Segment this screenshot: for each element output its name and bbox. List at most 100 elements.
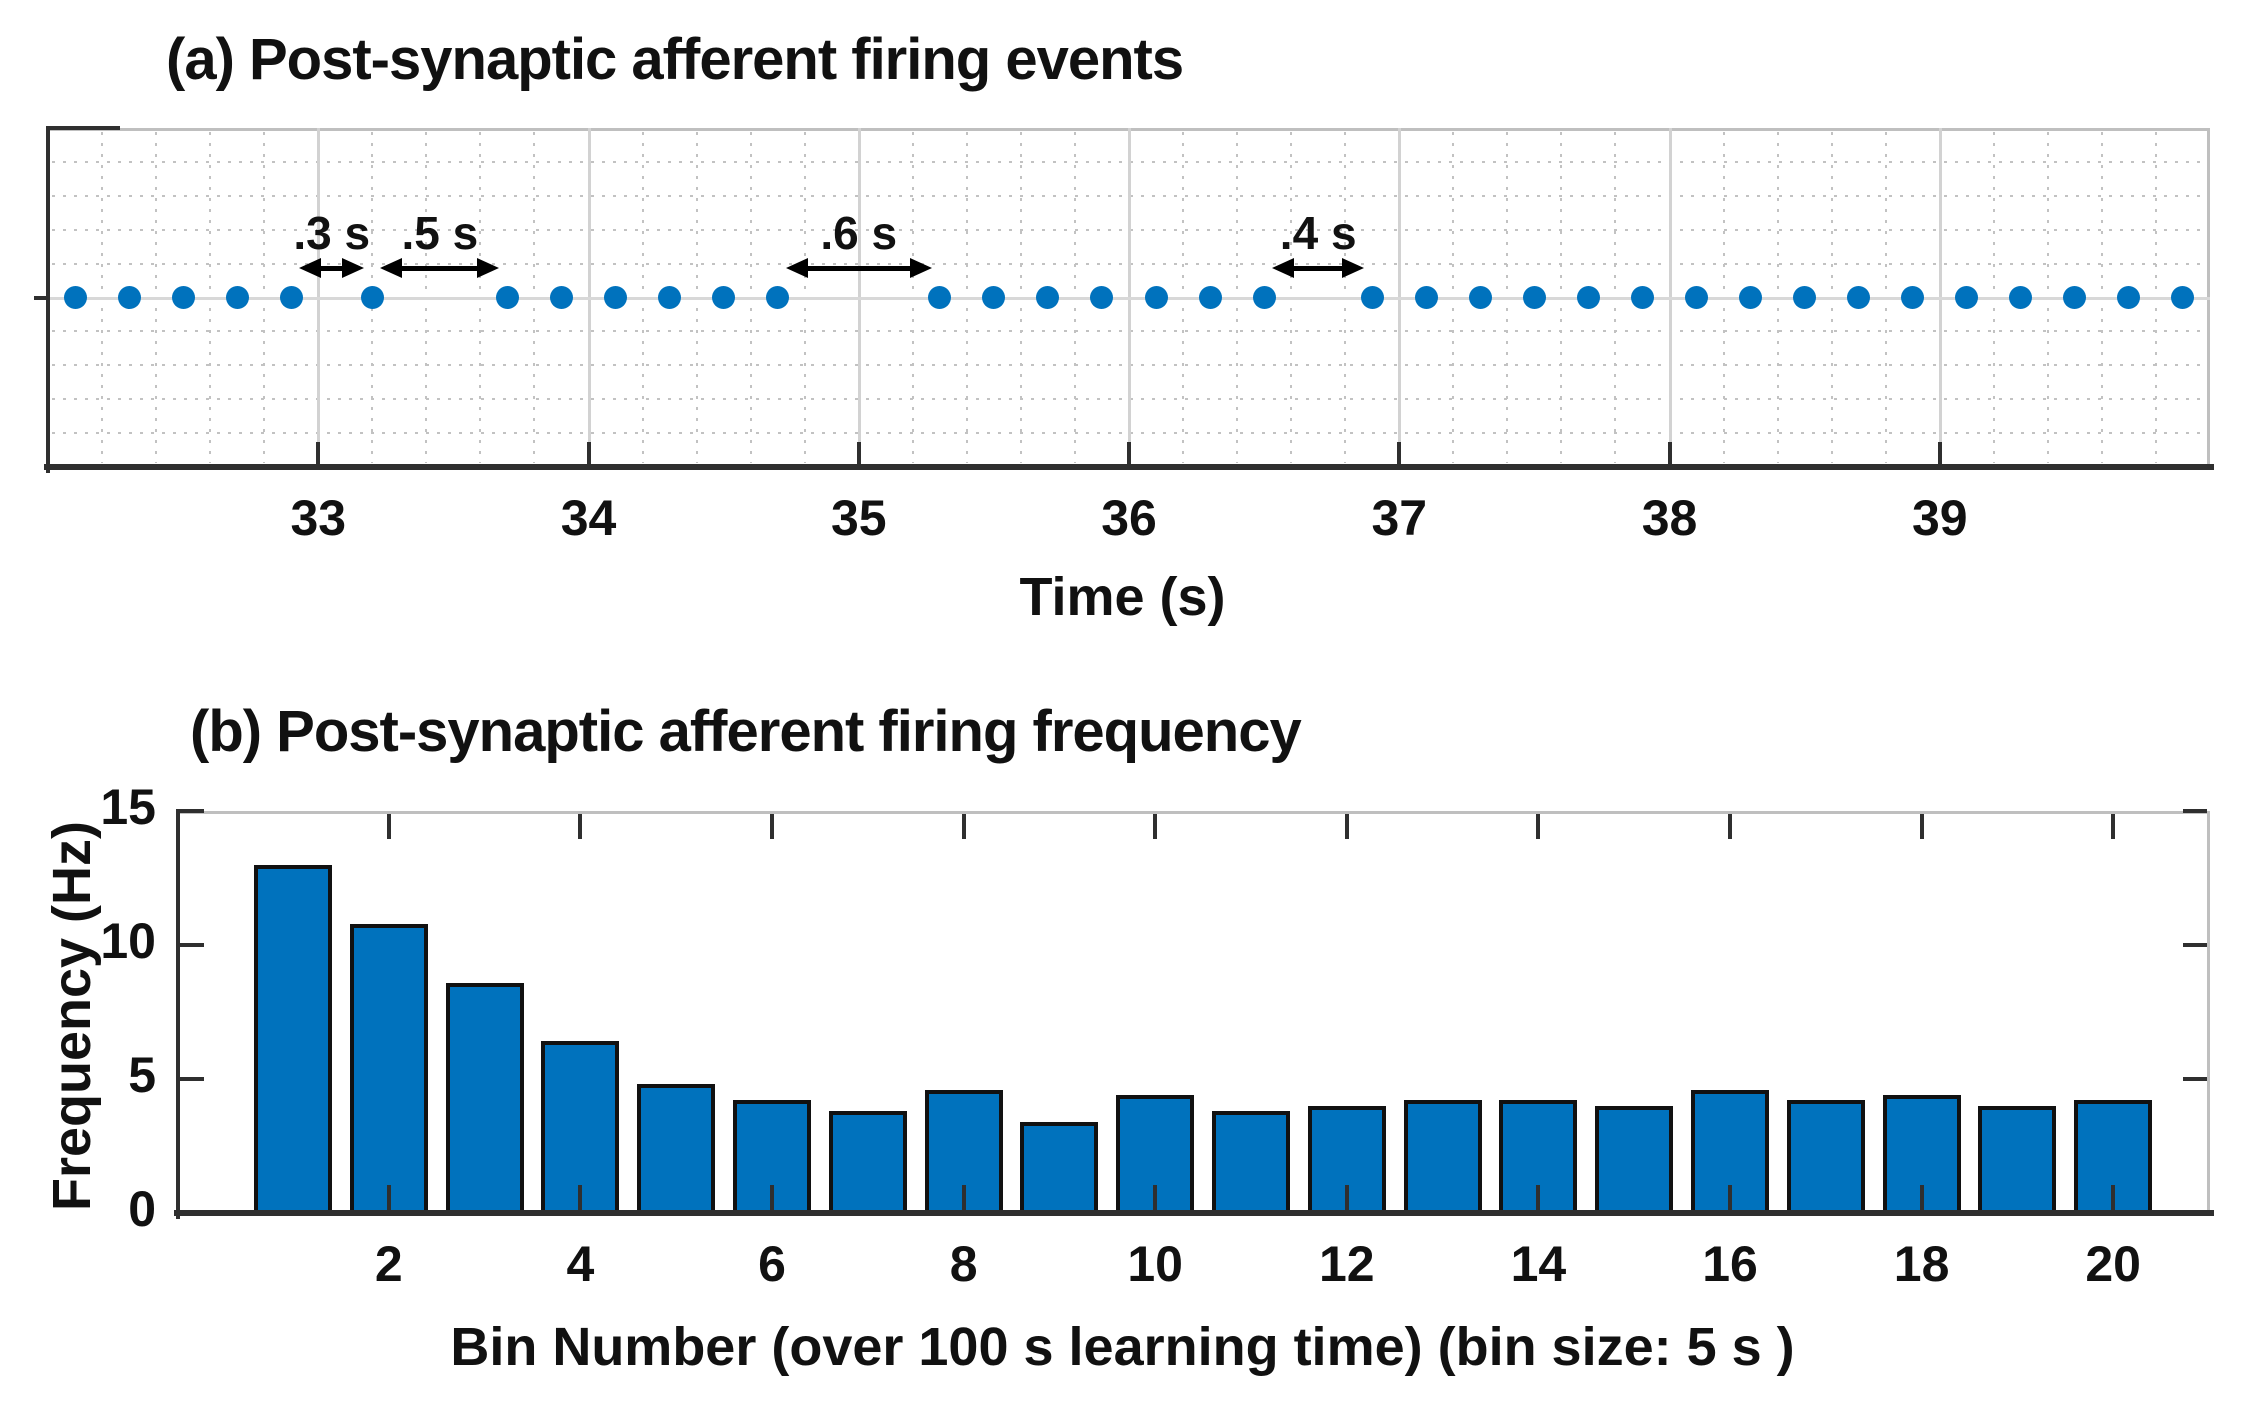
spike-dot <box>2117 286 2141 309</box>
spike-dot <box>1685 286 1709 309</box>
spike-dot <box>1360 286 1384 309</box>
annotation-arrow-line <box>1286 266 1351 271</box>
panel-a-x-tick-label: 34 <box>560 490 617 546</box>
panel-b-x-tick-bottom <box>1153 1185 1158 1210</box>
panel-b-y-tick-label: 5 <box>128 1047 156 1103</box>
panel-b-x-tick-top <box>961 814 966 839</box>
panel-b-x-tick-bottom <box>578 1185 583 1210</box>
annotation-arrowhead-right <box>477 258 500 278</box>
panel-b-title: (b) Post-synaptic afferent firing freque… <box>190 699 1302 764</box>
spike-dot <box>1955 286 1979 309</box>
spike-dot <box>604 286 628 309</box>
panel-b-x-tick-label: 10 <box>1127 1236 1183 1292</box>
spike-dot <box>1468 286 1492 309</box>
spike-dot <box>1630 286 1654 309</box>
panel-b-y-tick-right <box>2183 943 2207 947</box>
panel-a-x-tick-label: 39 <box>1911 490 1968 546</box>
annotation-arrow-line <box>394 266 486 271</box>
spike-dot <box>1793 286 1817 309</box>
bar <box>349 923 428 1213</box>
spike-dot <box>1414 286 1438 309</box>
panel-b-x-tick-bottom <box>770 1185 774 1210</box>
bar <box>254 864 332 1213</box>
annotation-arrow-line <box>799 266 918 271</box>
panel-b-x-tick-label: 4 <box>566 1236 595 1292</box>
annotation-arrowhead-left <box>299 258 322 278</box>
panel-b-y-tick-label: 15 <box>100 779 156 835</box>
panel-b-y-tick-left <box>180 943 204 947</box>
panel-b-x-tick-bottom <box>1919 1185 1924 1210</box>
bar <box>445 982 524 1213</box>
bar <box>1978 1105 2057 1213</box>
panel-b-x-tick-top <box>1728 814 1732 839</box>
panel-b-bottom-axis <box>174 1210 2214 1216</box>
panel-a-row-tick <box>34 295 48 300</box>
panel-a-x-tick <box>316 442 321 464</box>
bar <box>828 1111 907 1213</box>
panel-b-x-tick-label: 18 <box>1893 1236 1950 1292</box>
bar <box>1786 1100 1865 1213</box>
panel-a-x-tick-label: 38 <box>1641 490 1698 546</box>
panel-b-x-tick-top <box>770 814 774 839</box>
spike-dot <box>1739 286 1763 309</box>
panel-b-box <box>178 811 2210 1213</box>
panel-b-x-tick-bottom <box>961 1185 966 1210</box>
panel-b-x-tick-top <box>386 814 391 839</box>
spike-dot <box>658 286 682 309</box>
panel-b-x-tick-bottom <box>2111 1185 2116 1210</box>
spike-dot <box>495 286 519 309</box>
panel-b-x-tick-bottom <box>1536 1185 1541 1210</box>
spike-dot <box>766 286 790 309</box>
panel-b-x-tick-bottom <box>1344 1185 1349 1210</box>
spike-dot <box>928 286 952 309</box>
panel-a-x-tick <box>1397 442 1402 464</box>
annotation-arrowhead-right <box>909 258 932 278</box>
panel-a-bottom-axis <box>44 464 2214 470</box>
panel-b-x-tick-label: 2 <box>374 1236 403 1292</box>
spike-dot <box>712 286 736 309</box>
bar <box>637 1084 716 1213</box>
panel-b-x-tick-label: 6 <box>758 1236 786 1292</box>
panel-b-x-tick-label: 20 <box>2085 1236 2141 1292</box>
panel-a-top-left-tick <box>46 126 120 130</box>
panel-a-x-tick <box>586 442 591 464</box>
panel-b-xaxis-label: Bin Number (over 100 s learning time) (b… <box>450 1317 1795 1377</box>
spike-dot <box>1090 286 1114 309</box>
annotation-arrowhead-left <box>380 258 403 278</box>
spike-dot <box>2009 286 2033 309</box>
bar <box>1212 1111 1290 1213</box>
annotation-arrowhead-left <box>785 258 808 278</box>
panel-b-x-tick-label: 8 <box>949 1236 978 1292</box>
bar <box>1595 1105 1674 1213</box>
spike-dot <box>549 286 573 309</box>
spike-dot <box>1576 286 1600 309</box>
panel-b-x-tick-top <box>1344 814 1349 839</box>
bar <box>1307 1105 1386 1213</box>
spike-dot <box>1036 286 1060 309</box>
spike-dot <box>117 286 141 309</box>
panel-b-left-spine <box>176 809 180 1219</box>
panel-b-x-tick-label: 16 <box>1702 1236 1758 1292</box>
panel-b-y-tick-left <box>180 809 204 813</box>
panel-b-y-tick-label: 10 <box>100 913 156 969</box>
annotation-arrowhead-right <box>1342 258 1365 278</box>
annotation-label: .3 s <box>293 207 371 259</box>
panel-b-x-tick-bottom <box>1728 1185 1732 1210</box>
annotation-label: .5 s <box>401 207 479 259</box>
spike-dot <box>1144 286 1168 309</box>
spike-dot <box>225 286 249 309</box>
bar <box>1020 1121 1099 1213</box>
panel-a-left-spine <box>46 126 50 473</box>
spike-dot <box>982 286 1006 309</box>
spike-dot <box>1901 286 1925 309</box>
panel-a-xaxis-label: Time (s) <box>1019 567 1226 627</box>
panel-a-x-tick <box>1127 442 1131 464</box>
bar <box>1403 1100 1482 1213</box>
panel-a-x-tick <box>1667 442 1672 464</box>
panel-b-y-tick-label: 0 <box>128 1181 156 1237</box>
spike-dot <box>2171 286 2195 309</box>
panel-b-x-tick-label: 12 <box>1318 1236 1375 1292</box>
spike-dot <box>63 286 87 309</box>
panel-a-x-tick <box>1937 442 1942 464</box>
